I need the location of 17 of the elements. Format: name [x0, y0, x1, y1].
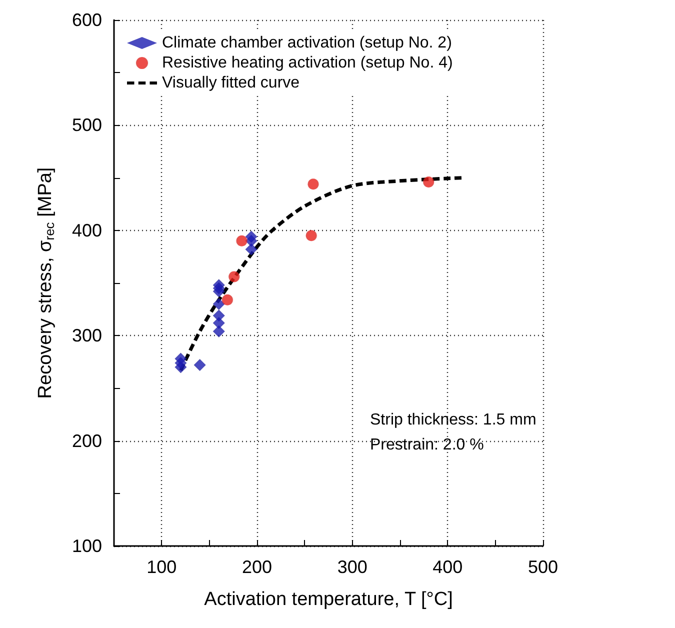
y-tick-label: 300: [72, 326, 102, 346]
y-tick-label: 400: [72, 220, 102, 240]
legend-label: Climate chamber activation (setup No. 2): [162, 34, 452, 52]
y-tick-label: 500: [72, 115, 102, 136]
x-tick-label: 400: [432, 557, 463, 577]
x-axis-title: Activation temperature, T [°C]: [204, 589, 453, 610]
annotation: Strip thickness: 1.5 mm: [370, 412, 536, 428]
y-tick-label: 100: [72, 536, 102, 556]
y-tick-label: 200: [72, 430, 102, 451]
x-tick-label: 300: [337, 557, 368, 577]
x-tick-label: 200: [242, 557, 272, 577]
y-axis-title: Recovery stress, σrec [MPa]: [35, 167, 57, 399]
legend-label: Visually fitted curve: [162, 74, 300, 92]
y-tick-label: 600: [72, 10, 102, 30]
legend-label: Resistive heating activation (setup No. 4): [162, 54, 453, 72]
x-tick-label: 100: [146, 557, 177, 577]
x-tick-label: 500: [528, 557, 558, 577]
